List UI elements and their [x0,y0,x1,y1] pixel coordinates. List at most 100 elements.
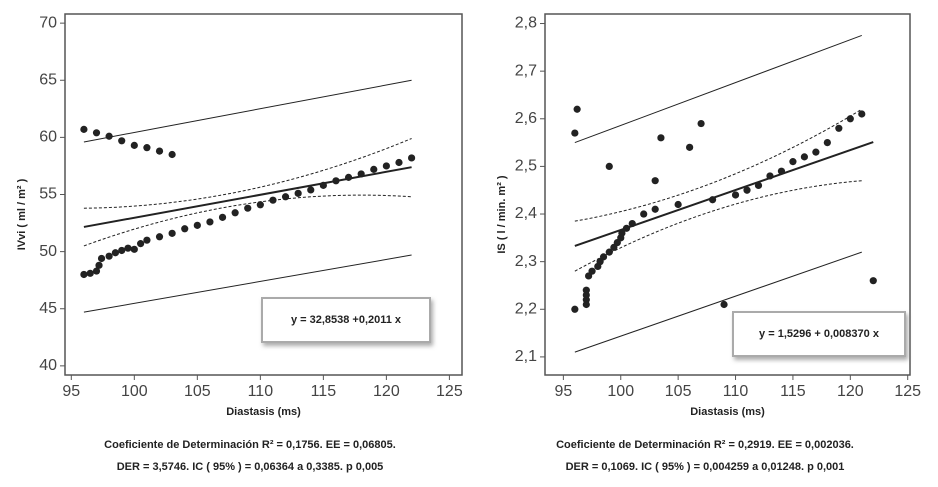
data-point [573,105,581,113]
y-tick-label: 60 [39,129,57,146]
data-point [332,177,340,185]
data-point [743,186,751,194]
x-axis-label: Diastasis (ms) [226,406,301,418]
y-tick-label: 2,1 [515,348,537,365]
x-tick-label: 115 [311,383,337,400]
data-point [256,201,264,209]
y-tick-label: 70 [39,14,57,31]
fit-line [83,79,412,143]
data-point [80,270,88,279]
data-point [168,229,176,237]
equation-box [261,297,431,343]
x-tick-label: 120 [837,383,864,400]
data-point [812,148,820,156]
data-point [846,115,854,123]
y-tick-label: 2,7 [515,62,537,79]
data-point [697,119,705,128]
confidence-line [83,138,412,209]
data-point [605,248,613,256]
y-axis-label: IS ( l / min. m² ) [496,175,508,254]
data-point [181,225,189,233]
data-point [118,246,126,255]
y-tick-label: 55 [39,186,57,203]
y-tick-label: 2,2 [515,300,537,317]
data-point [599,253,608,261]
x-tick-label: 125 [436,383,463,400]
y-axis-label: IVvi ( ml / m² ) [16,178,28,250]
caption: DER = 3,5746. IC ( 95% ) = 0,06364 a 0,3… [117,461,384,473]
data-point [754,181,763,190]
data-point [143,236,151,244]
data-point [130,141,138,149]
data-point [628,219,636,228]
data-point [92,267,101,275]
data-point [657,134,665,142]
data-point [307,186,315,194]
x-tick-label: 100 [121,383,148,400]
data-point [269,196,277,204]
data-point [823,138,831,147]
x-tick-label: 100 [607,383,634,400]
y-tick-label: 40 [39,357,57,374]
data-point [708,196,717,204]
x-axis-label: Diastasis (ms) [690,406,765,418]
x-tick-label: 95 [554,383,572,400]
data-point [618,229,626,237]
data-point [789,158,797,166]
data-point [319,181,327,189]
data-point [605,162,613,171]
data-point [370,165,378,173]
equation-box [732,311,906,357]
data-point [111,249,120,257]
x-tick-label: 105 [665,383,692,400]
equation: y = 1,5296 + 0,008370 x [759,328,880,340]
y-tick-label: 2,5 [515,158,537,175]
data-point [105,252,113,260]
data-point [395,158,403,167]
data-point [382,162,390,170]
data-point [155,147,164,155]
data-point [231,209,239,217]
data-point [193,221,201,229]
y-tick-label: 2,4 [515,205,537,222]
data-point [130,245,138,253]
data-point [80,125,88,133]
data-point [294,189,302,197]
y-tick-label: 45 [39,300,57,317]
equation: y = 32,8538 +0,2011 x [291,314,402,326]
data-point [92,129,101,137]
x-tick-label: 110 [248,383,274,400]
caption: DER = 0,1069. IC ( 95% ) = 0,004259 a 0,… [566,461,845,473]
y-tick-label: 50 [39,243,57,260]
data-point [622,224,631,232]
data-point [357,170,365,178]
data-point [86,269,94,277]
data-point [105,132,113,140]
data-point [869,277,877,285]
data-point [137,240,145,248]
confidence-line [83,194,412,247]
data-point [155,233,164,241]
y-tick-label: 2,6 [515,110,537,127]
data-point [588,267,596,275]
data-point [651,177,659,185]
x-tick-label: 125 [894,383,921,400]
confidence-line [574,180,862,272]
data-point [407,154,416,162]
data-point [674,200,682,209]
y-tick-label: 2,3 [515,253,537,270]
x-tick-label: 110 [723,383,749,400]
fit-line [83,254,412,313]
data-point [777,167,786,175]
x-tick-label: 105 [184,383,211,400]
fit-line [83,166,412,228]
data-point [571,129,579,137]
data-point [720,300,728,309]
plot-frame [544,13,911,376]
x-tick-label: 120 [373,383,400,400]
data-point [168,150,176,159]
data-point [95,261,103,269]
x-tick-label: 115 [780,383,806,400]
data-point [124,244,132,252]
